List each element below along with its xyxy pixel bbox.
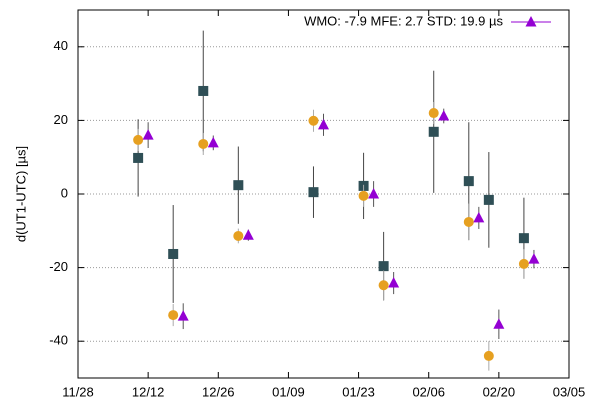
- data-point: [428, 126, 439, 137]
- data-point: [378, 280, 389, 291]
- y-tick-label: 20: [54, 112, 68, 127]
- x-tick-label: 03/05: [553, 384, 586, 399]
- x-tick-label: 11/28: [62, 384, 94, 399]
- data-point: [518, 258, 529, 269]
- data-point: [207, 136, 219, 148]
- data-point: [142, 129, 154, 140]
- y-tick-label: 0: [61, 185, 68, 200]
- data-point: [318, 118, 329, 130]
- data-point: [388, 277, 400, 288]
- data-point: [177, 310, 189, 321]
- data-point: [518, 233, 529, 244]
- data-point: [463, 216, 474, 227]
- data-point: [133, 152, 144, 163]
- x-tick-label: 01/23: [342, 384, 375, 399]
- data-point: [378, 261, 389, 272]
- data-point: [483, 350, 494, 361]
- data-point: [133, 134, 144, 145]
- data-point: [308, 115, 319, 126]
- data-point: [233, 180, 244, 191]
- data-point: [198, 85, 209, 96]
- data-point: [358, 190, 369, 201]
- data-point: [493, 318, 505, 329]
- y-axis-label: d(UT1-UTC) [µs]: [13, 146, 28, 242]
- data-point: [233, 230, 244, 241]
- data-point: [168, 310, 179, 321]
- x-tick-label: 02/06: [412, 384, 445, 399]
- x-tick-label: 12/26: [202, 384, 235, 399]
- x-tick-label: 02/20: [483, 384, 516, 399]
- y-tick-label: -40: [49, 333, 68, 348]
- y-tick-label: 40: [54, 38, 68, 53]
- x-tick-label: 12/12: [132, 384, 165, 399]
- data-point: [473, 211, 485, 223]
- data-point: [463, 176, 474, 187]
- data-point: [528, 253, 540, 264]
- data-point: [198, 138, 209, 149]
- y-tick-label: -20: [49, 259, 68, 274]
- legend-marker: [525, 16, 537, 27]
- data-point: [368, 188, 380, 199]
- data-point: [428, 108, 439, 119]
- legend-label: WMO: -7.9 MFE: 2.7 STD: 19.9 µs: [304, 13, 503, 28]
- data-point: [483, 194, 494, 205]
- data-point: [438, 109, 450, 121]
- plot-frame: [77, 9, 570, 379]
- x-tick-label: 01/09: [272, 384, 305, 399]
- data-point: [308, 187, 319, 198]
- data-point: [242, 229, 254, 240]
- data-point: [168, 248, 179, 259]
